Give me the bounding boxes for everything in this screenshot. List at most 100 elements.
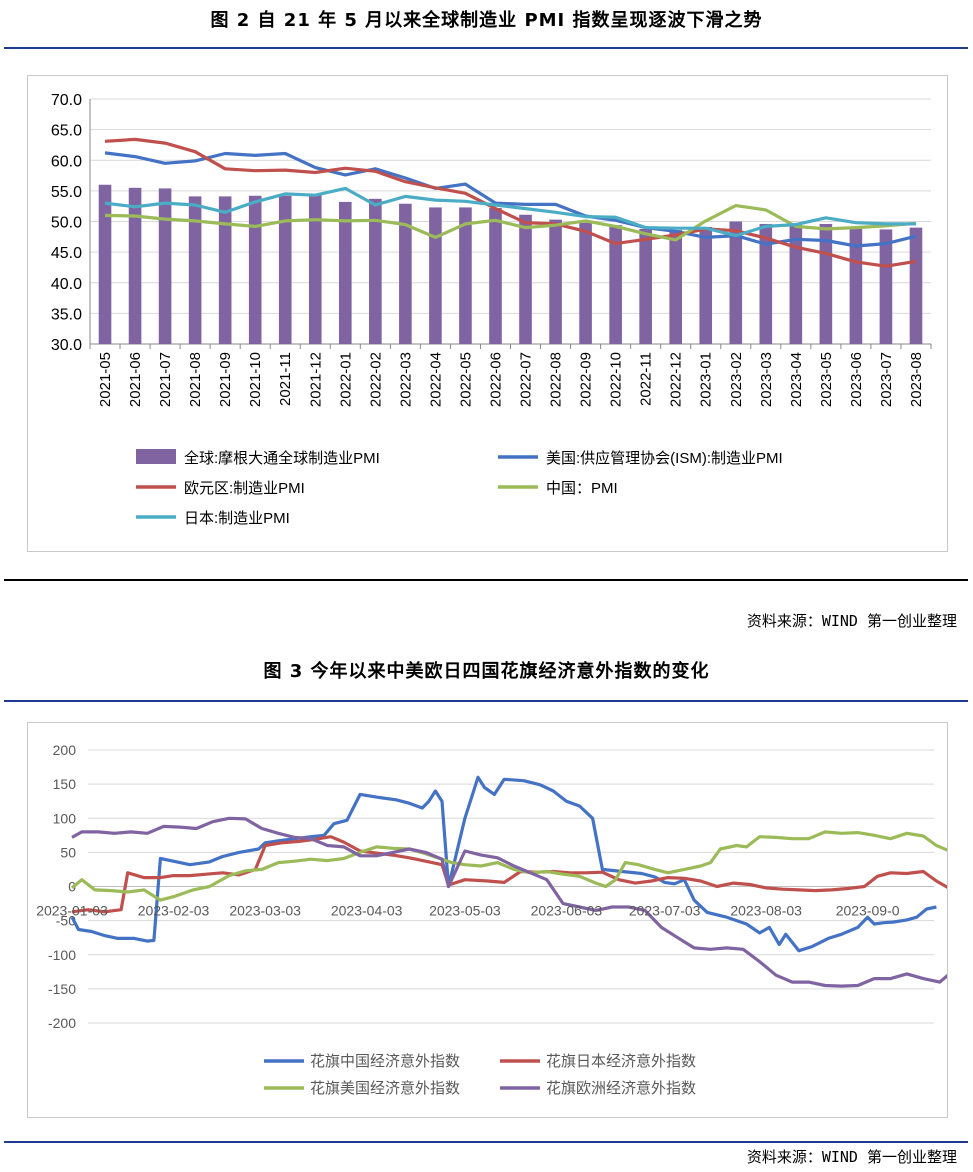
bar-global-pmi: [579, 222, 592, 344]
x-tick-label: 2023-03-03: [229, 903, 301, 919]
y-tick-label: 150: [53, 776, 77, 792]
line-series-1: [104, 137, 917, 268]
bar-global-pmi: [338, 201, 352, 344]
bar-global-pmi: [128, 187, 142, 344]
legend-swatch: [136, 449, 176, 464]
x-tick-label: 2022-03: [397, 352, 414, 407]
y-tick-label: -50: [56, 913, 76, 929]
bar-global-pmi: [549, 219, 562, 344]
figure3-bottom-rule: [4, 1141, 968, 1143]
x-tick-label: 2021-05: [97, 352, 114, 407]
x-tick-label: 2021-12: [307, 352, 324, 407]
bar-global-pmi: [699, 227, 713, 344]
x-tick-label: 2022-02: [367, 352, 384, 407]
legend-label: 美国:供应管理协会(ISM):制造业PMI: [546, 449, 783, 467]
figure3-title-rule: [4, 700, 968, 702]
bar-global-pmi: [459, 207, 472, 344]
legend-label: 日本:制造业PMI: [184, 510, 290, 527]
legend-label: 欧元区:制造业PMI: [184, 480, 305, 497]
y-tick-label: 55.0: [51, 184, 82, 201]
x-tick-label: 2022-12: [668, 352, 685, 407]
y-tick-label: -150: [48, 981, 76, 997]
x-tick-label: 2023-09-0: [836, 903, 900, 919]
x-tick-label: 2023-08-03: [730, 903, 802, 919]
figure3-title: 图 3 今年以来中美欧日四国花旗经济意外指数的变化: [263, 661, 710, 682]
y-tick-label: 35.0: [51, 306, 82, 323]
pmi-chart: 30.0 35.0 40.0 45.0 50.0 55.0 60.0 65.0 70.0 2021…: [51, 92, 932, 527]
x-tick-label: 2023-06: [848, 352, 865, 407]
bar-global-pmi: [789, 223, 803, 344]
x-tick-label: 2022-11: [638, 352, 655, 406]
x-tick-label: 2023-08: [908, 352, 925, 407]
bar-global-pmi: [429, 207, 442, 344]
bar-global-pmi: [639, 228, 652, 344]
bar-global-pmi: [369, 198, 382, 344]
figure2-title-rule: [4, 47, 968, 49]
bar-global-pmi: [519, 214, 532, 344]
x-tick-label: 2021-06: [127, 352, 144, 407]
bar-global-pmi: [849, 228, 863, 344]
bar-global-pmi: [399, 203, 412, 344]
figure2-bottom-rule: [4, 579, 968, 581]
line-series-2: [104, 204, 917, 242]
bar-global-pmi: [188, 196, 202, 344]
x-tick-label: 2022-08: [548, 352, 565, 407]
legend-label: 花旗中国经济意外指数: [310, 1052, 460, 1070]
legend-label: 花旗日本经济意外指数: [546, 1052, 696, 1070]
y-tick-label: 60.0: [51, 153, 82, 170]
bar-global-pmi: [669, 230, 683, 344]
x-tick-label: 2021-10: [247, 352, 264, 407]
line-series-3: [71, 816, 973, 988]
line-series-1: [71, 835, 951, 914]
x-tick-label: 2023-04-03: [331, 903, 403, 919]
x-tick-label: 2023-05: [818, 352, 835, 407]
x-tick-label: 2022-10: [608, 352, 625, 407]
figure2-title: 图 2 自 21 年 5 月以来全球制造业 PMI 指数呈现逐波下滑之势: [210, 10, 763, 31]
x-tick-label: 2022-04: [427, 352, 444, 407]
y-tick-label: 70.0: [51, 92, 82, 109]
y-tick-label: 40.0: [51, 276, 82, 293]
figure2-chart-panel: 30.0 35.0 40.0 45.0 50.0 55.0 60.0 65.0 70.0 2021…: [27, 75, 948, 552]
x-tick-label: 2022-05: [457, 352, 474, 407]
bar-global-pmi: [909, 227, 923, 344]
y-tick-label: 65.0: [51, 123, 82, 140]
figure3-source: 资料来源：WIND 第一创业整理: [746, 1148, 957, 1166]
x-tick-label: 2023-07-03: [629, 903, 701, 919]
x-tick-label: 2023-06-03: [531, 903, 603, 919]
x-tick-label: 2022-09: [578, 352, 595, 407]
x-tick-label: 2021-11: [277, 352, 294, 406]
y-tick-label: 200: [53, 742, 77, 758]
x-tick-label: 2023-01: [698, 352, 715, 407]
x-tick-label: 2023-02-03: [138, 903, 210, 919]
y-tick-label: 100: [53, 810, 77, 826]
x-tick-label: 2023-01-03: [36, 903, 108, 919]
x-tick-label: 2023-04: [788, 352, 805, 407]
x-tick-label: 2023-03: [758, 352, 775, 407]
bar-global-pmi: [308, 195, 322, 344]
bar-global-pmi: [248, 195, 262, 344]
x-tick-label: 2022-06: [487, 352, 504, 407]
x-tick-label: 2023-02: [728, 352, 745, 407]
legend-label: 花旗美国经济意外指数: [310, 1079, 460, 1097]
legend-label: 中国：PMI: [546, 480, 618, 497]
bar-global-pmi: [98, 184, 112, 344]
x-tick-label: 2021-09: [217, 352, 234, 407]
figure3-chart-panel: -200 -150 -100 -50 0 50 100 150 200 2023-01-03 202…: [27, 722, 973, 1118]
x-tick-label: 2023-07: [878, 352, 895, 407]
y-tick-label: -100: [48, 947, 76, 963]
line-series-0: [70, 775, 937, 953]
bar-global-pmi: [278, 195, 292, 344]
y-tick-label: 45.0: [51, 245, 82, 262]
legend-label: 全球:摩根大通全球制造业PMI: [184, 449, 380, 467]
bar-global-pmi: [729, 221, 743, 344]
legend-label: 花旗欧洲经济意外指数: [546, 1079, 696, 1097]
y-tick-label: -200: [48, 1015, 76, 1031]
figure2-source: 资料来源：WIND 第一创业整理: [746, 612, 957, 630]
x-tick-label: 2021-08: [187, 352, 204, 407]
bar-global-pmi: [218, 196, 232, 344]
y-tick-label: 30.0: [51, 337, 82, 354]
bar-global-pmi: [489, 208, 502, 344]
y-tick-label: 50.0: [51, 215, 82, 232]
y-tick-label: 50: [60, 844, 76, 860]
